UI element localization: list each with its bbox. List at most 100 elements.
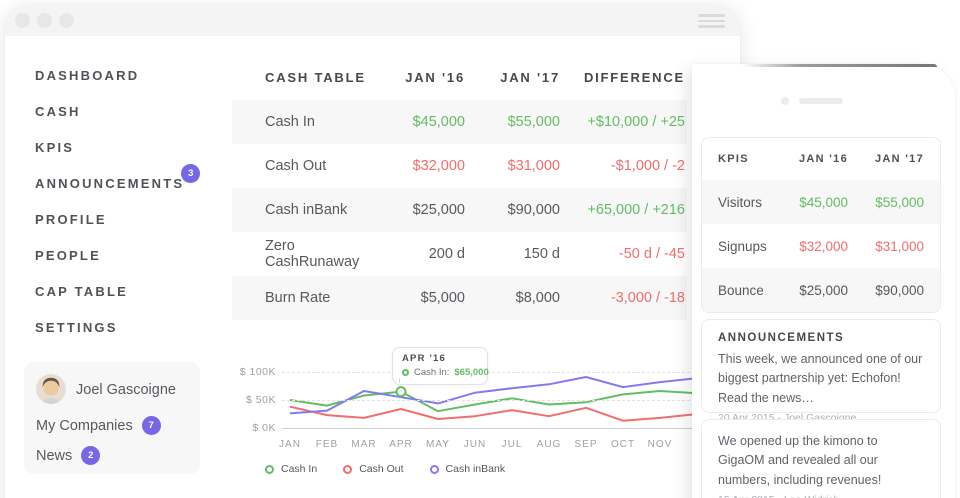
kpi-jan17: $90,000 [875, 282, 924, 298]
count-badge: 2 [81, 446, 101, 465]
sidebar-item-label: PROFILE [35, 211, 107, 227]
cell-jan16: 200 d [428, 246, 465, 262]
announcements-title: ANNOUNCEMENTS [718, 332, 845, 344]
legend-item-cash-inbank[interactable]: Cash inBank [429, 463, 506, 475]
window-dot [15, 13, 30, 28]
cell-jan16: $5,000 [420, 290, 465, 306]
tooltip-pointer [399, 378, 400, 383]
sidebar-item-label: PEOPLE [35, 247, 101, 263]
column-header-jan17: JAN '17 [500, 70, 560, 85]
avatar[interactable] [36, 374, 66, 404]
sidebar-item-label: CASH [35, 103, 81, 119]
sidebar-item-dashboard[interactable]: DASHBOARD [35, 57, 230, 93]
sidebar-item-label: KPIS [35, 139, 75, 155]
traffic-light-dots [15, 13, 74, 28]
legend-label: Cash In [281, 463, 318, 475]
sidebar-item-cash[interactable]: CASH [35, 93, 230, 129]
kpi-jan17: $31,000 [875, 238, 924, 254]
table-row-cash-in: Cash In $45,000 $55,000 +$10,000 / +25 [232, 100, 687, 144]
user-link-label: My Companies [36, 417, 133, 434]
month-label-nov: NOV [647, 439, 673, 450]
sidebar-item-label: SETTINGS [35, 319, 118, 335]
month-label-mar: MAR [351, 439, 377, 450]
line-series-cash-inbank [289, 376, 695, 415]
cell-jan17: $90,000 [507, 202, 560, 218]
legend-dot-icon [343, 464, 353, 474]
table-row-zero-cashrunaway: Zero CashRunaway 200 d 150 d -50 d / -45 [232, 232, 687, 276]
month-label-may: MAY [426, 439, 450, 450]
cell-difference: -3,000 / -18 [610, 290, 685, 306]
kpi-label: Bounce [718, 282, 764, 298]
tooltip-value: $65,000 [454, 367, 489, 378]
month-label-aug: AUG [536, 439, 562, 450]
table-row-cash-inbank: Cash inBank $25,000 $90,000 +65,000 / +216 [232, 188, 687, 232]
sidebar-item-people[interactable]: PEOPLE [35, 237, 230, 273]
kpi-jan16: $32,000 [799, 238, 848, 254]
sidebar: DASHBOARD CASH KPIS ANNOUNCEMENTS 3 PROFILE PE… [35, 57, 230, 345]
chart-tooltip: APR '16 Cash In: $65,000 [392, 347, 489, 385]
sidebar-item-label: ANNOUNCEMENTS [35, 175, 185, 191]
kpi-row-visitors: Visitors $45,000 $55,000 [702, 180, 940, 224]
kpi-label: Visitors [718, 194, 763, 210]
speaker-icon [799, 98, 843, 104]
tooltip-series-label: Cash In: [414, 367, 450, 378]
phone-mockup: KPIS JAN '16 JAN '17 Visitors $45,000 $55,… [692, 64, 955, 498]
sidebar-item-settings[interactable]: SETTINGS [35, 309, 230, 345]
menu-icon[interactable] [698, 14, 725, 28]
kpi-jan17: $55,000 [875, 194, 924, 210]
tooltip-title: APR '16 [402, 353, 446, 364]
kpi-jan16: $25,000 [799, 282, 848, 298]
month-label-apr: APR [389, 439, 413, 450]
line-series-cash-in [289, 390, 695, 413]
user-link-my-companies[interactable]: My Companies 7 [36, 416, 161, 435]
gridline [282, 428, 695, 429]
cell-difference: +$10,000 / +25 [587, 114, 685, 130]
announcement-text: This week, we announced one of our bigge… [718, 352, 923, 405]
month-label-jul: JUL [501, 439, 523, 450]
legend-item-cash-out[interactable]: Cash Out [343, 463, 404, 475]
cell-jan17: $8,000 [515, 290, 560, 306]
y-axis-label: $ 50K [246, 394, 276, 406]
month-label-jan: JAN [279, 439, 301, 450]
chart-plot-area [289, 376, 695, 422]
cell-jan16: $25,000 [412, 202, 465, 218]
kpi-row-signups: Signups $32,000 $31,000 [702, 224, 940, 268]
sidebar-item-label: CAP TABLE [35, 283, 128, 299]
kpis-column-jan17: JAN '17 [874, 153, 924, 165]
cell-difference: +65,000 / +216 [587, 202, 685, 218]
y-axis-label: $ 100K [239, 366, 276, 378]
legend-dot-icon [265, 464, 274, 474]
window-topbar [5, 5, 740, 36]
kpi-jan16: $45,000 [799, 194, 848, 210]
legend-item-cash-in[interactable]: Cash In [265, 463, 317, 475]
column-header-jan16: JAN '16 [405, 70, 465, 85]
notification-badge: 3 [181, 163, 201, 183]
legend-label: Cash inBank [445, 463, 506, 475]
cell-difference: -$1,000 / -2 [610, 158, 685, 174]
kpi-label: Signups [718, 238, 767, 254]
gridline [282, 400, 695, 401]
gridline [282, 372, 695, 373]
row-label: Cash inBank [265, 202, 348, 218]
legend-label: Cash Out [359, 463, 404, 475]
sidebar-item-cap-table[interactable]: CAP TABLE [35, 273, 230, 309]
sidebar-item-label: DASHBOARD [35, 67, 140, 83]
sidebar-item-profile[interactable]: PROFILE [35, 201, 230, 237]
cell-jan17: $31,000 [507, 158, 560, 174]
sidebar-item-announcements[interactable]: ANNOUNCEMENTS 3 [35, 163, 230, 201]
browser-window: DASHBOARD CASH KPIS ANNOUNCEMENTS 3 PROFILE PE… [5, 5, 740, 498]
sidebar-item-kpis[interactable]: KPIS [35, 129, 230, 165]
series-dot-icon [402, 369, 409, 376]
announcement-item[interactable]: We opened up the kimono to GigaOM and re… [701, 419, 941, 498]
user-card: Joel Gascoigne My Companies 7 News 2 [24, 362, 200, 474]
camera-icon [781, 97, 789, 105]
announcement-item[interactable]: ANNOUNCEMENTS This week, we announced on… [701, 319, 941, 424]
user-link-news[interactable]: News 2 [36, 446, 101, 465]
cash-table-title: CASH TABLE [265, 70, 366, 85]
cell-jan16: $32,000 [412, 158, 465, 174]
cell-jan17: $55,000 [507, 114, 560, 130]
announcement-text: We opened up the kimono to GigaOM and re… [718, 434, 882, 487]
table-row-burn-rate: Burn Rate $5,000 $8,000 -3,000 / -18 [232, 276, 687, 320]
chart-marker [395, 386, 407, 398]
